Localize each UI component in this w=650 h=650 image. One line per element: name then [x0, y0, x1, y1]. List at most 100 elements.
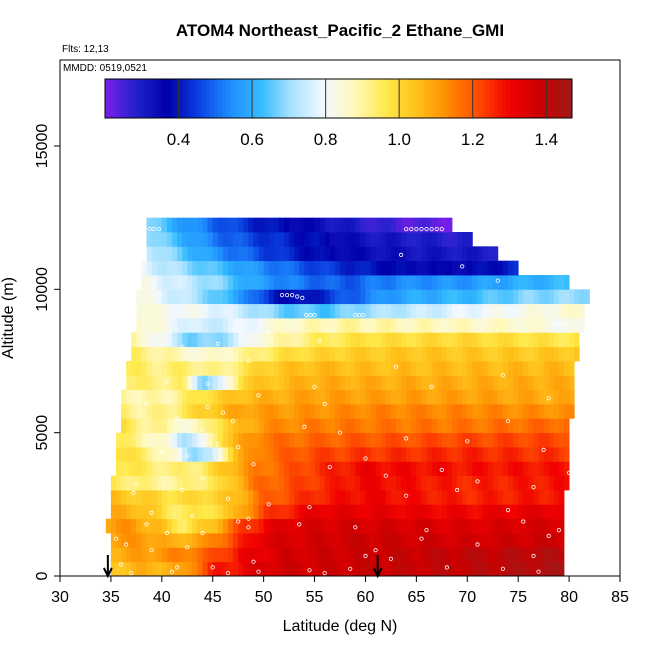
heat-cell	[375, 504, 382, 520]
heat-cell	[508, 404, 514, 419]
heat-cell	[441, 318, 448, 333]
heat-cell	[528, 404, 534, 419]
heat-cell	[548, 318, 555, 333]
heat-cell	[177, 260, 183, 276]
heat-cell	[426, 389, 433, 405]
heat-cell	[121, 447, 127, 462]
heat-cell	[329, 260, 336, 276]
heat-cell	[253, 518, 259, 534]
heat-cell	[375, 404, 382, 419]
obs-point	[337, 430, 343, 435]
heat-cell	[131, 389, 137, 405]
x-tick-label: 45	[204, 589, 222, 606]
heat-cell	[508, 504, 514, 520]
heat-cell	[273, 332, 280, 348]
heat-cell	[166, 547, 173, 563]
heat-cell	[446, 547, 453, 563]
heat-cell	[360, 504, 366, 520]
obs-point	[220, 410, 225, 415]
colorbar-swatch	[350, 79, 355, 118]
heat-cell	[446, 447, 453, 462]
x-tick-label: 50	[255, 589, 273, 606]
heat-cell	[182, 461, 188, 477]
heat-cell	[436, 232, 443, 247]
heat-cell	[492, 461, 499, 477]
heat-cell	[365, 418, 371, 434]
heat-cell	[564, 346, 570, 362]
heat-cell	[477, 490, 483, 505]
heat-cell	[502, 303, 509, 319]
heat-cell	[467, 547, 473, 563]
heat-cell	[202, 504, 209, 520]
heat-cell	[202, 275, 209, 290]
heat-cell	[243, 332, 249, 348]
heat-cell	[345, 404, 351, 419]
heat-cell	[146, 490, 153, 505]
heat-cell	[385, 232, 392, 247]
heat-cell	[233, 475, 239, 491]
heat-cell	[365, 504, 371, 520]
heat-cell	[233, 318, 239, 333]
heat-cell	[233, 332, 239, 348]
heat-cell	[385, 260, 392, 276]
heat-cell	[294, 289, 300, 305]
heat-cell	[426, 375, 433, 391]
heat-cell	[243, 389, 249, 405]
heat-cell	[472, 504, 478, 520]
heat-cell	[304, 447, 310, 462]
heat-cell	[385, 547, 392, 563]
heat-cell	[197, 432, 203, 448]
heat-cell	[273, 490, 280, 505]
heat-cell	[538, 561, 545, 577]
heat-cell	[431, 518, 438, 534]
heat-cell	[314, 418, 321, 434]
heat-cell	[441, 504, 448, 520]
heat-cell	[528, 475, 534, 491]
heat-cell	[278, 461, 285, 477]
heat-cell	[446, 260, 453, 276]
heat-cell	[421, 504, 427, 520]
heat-cell	[482, 561, 489, 577]
heat-cell	[324, 332, 331, 348]
heat-cell	[553, 447, 560, 462]
heat-cell	[177, 547, 183, 563]
heat-cell	[513, 318, 519, 333]
heat-cell	[472, 303, 478, 319]
heat-cell	[238, 490, 244, 505]
heat-cell	[492, 490, 499, 505]
heat-cell	[202, 332, 209, 348]
heat-cell	[243, 275, 249, 290]
heat-cell	[472, 461, 478, 477]
heat-cell	[263, 418, 270, 434]
heat-cell	[202, 361, 209, 376]
heat-cell	[197, 275, 203, 290]
heat-cell	[365, 475, 371, 491]
colorbar-swatch	[338, 79, 343, 118]
heat-cell	[508, 518, 514, 534]
heat-cell	[187, 432, 193, 448]
heat-cell	[523, 289, 529, 305]
heat-cell	[345, 303, 351, 319]
heat-cell	[411, 518, 417, 534]
heat-cell	[166, 375, 173, 391]
heat-cell	[136, 504, 142, 520]
heat-cell	[263, 232, 270, 247]
heat-cell	[350, 447, 356, 462]
heat-cell	[528, 432, 534, 448]
heat-cell	[533, 518, 539, 534]
heat-cell	[324, 418, 331, 434]
colorbar-swatch	[229, 79, 234, 118]
heat-cell	[457, 318, 463, 333]
heat-cell	[294, 332, 300, 348]
heat-cell	[396, 461, 402, 477]
heat-cell	[228, 289, 234, 305]
heat-cell	[207, 490, 214, 505]
heat-cell	[543, 475, 550, 491]
heat-cell	[365, 432, 371, 448]
heat-cell	[441, 432, 448, 448]
x-tick-label: 35	[102, 589, 120, 606]
heat-cell	[411, 504, 417, 520]
heat-cell	[380, 375, 387, 391]
heat-cell	[192, 561, 198, 577]
heat-cell	[273, 504, 280, 520]
